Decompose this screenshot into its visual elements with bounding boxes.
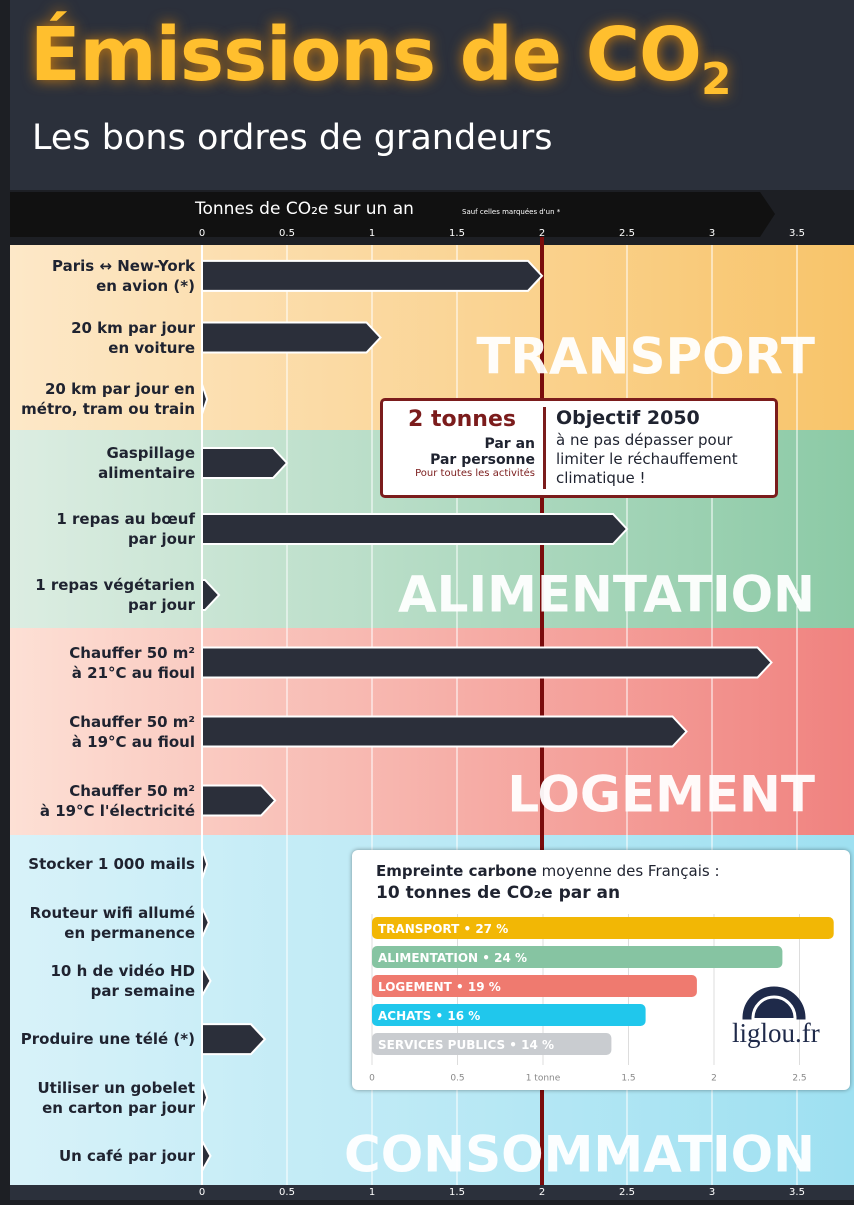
x-tick-label: 0 [369,1074,375,1084]
y-tick-label: 20 km par jour en voiture [5,318,195,358]
category-label: SERVICES PUBLICS [378,1038,505,1052]
callout-right: Objectif 2050 à ne pas dépasser pour lim… [543,407,782,489]
bar [202,648,772,678]
callout-value: 2 tonnes [389,407,535,432]
callout-title: Objectif 2050 [556,407,782,429]
bar-label: ACHATS • 16 % [378,1009,480,1023]
x-tick-label: 2 [539,1187,545,1198]
bar [202,323,381,353]
y-tick-label: Un café par jour [5,1146,195,1166]
category-label: ALIMENTATION [378,951,478,965]
callout-line: Par personne [389,452,535,468]
callout-left: 2 tonnes Par an Par personne Pour toutes… [389,407,535,479]
bar-label: TRANSPORT • 27 % [378,922,508,936]
bar-label: ALIMENTATION • 24 % [378,951,527,965]
infographic: Tonnes de CO₂e sur un an Sauf celles marq… [0,0,854,1205]
x-tick-label: 0.5 [450,1074,464,1084]
section-label: ALIMENTATION [398,566,815,624]
separator: • [431,1009,447,1023]
y-tick-label: 20 km par jour en métro, tram ou train [5,379,195,419]
x-tick-label: 3.5 [789,1187,805,1198]
title: Émissions de CO2 [30,12,731,105]
subtitle: Les bons ordres de grandeurs [32,118,553,158]
x-tick-label: 0.5 [279,228,295,239]
y-tick-label: Routeur wifi allumé en permanence [5,903,195,943]
y-tick-label: Chauffer 50 m² à 19°C l'électricité [5,781,195,821]
inset-chart: 0 0.5 1 tonne 1.5 2 2.5 TRANSPORT • 27 % ALIMEN… [352,850,850,1090]
callout: 2 tonnes Par an Par personne Pour toutes… [380,398,778,498]
bar [202,786,275,816]
x-tick-label: 2.5 [619,228,635,239]
bar-label: LOGEMENT • 19 % [378,980,501,994]
section-label: TRANSPORT [476,328,815,386]
x-tick-label: 3 [709,1187,715,1198]
value-label: 19 % [468,980,501,994]
y-tick-label: Chauffer 50 m² à 21°C au fioul [5,643,195,683]
title-subscript: 2 [701,54,731,105]
title-text: Émissions de CO [30,12,701,98]
bar [202,717,687,747]
separator: • [459,922,475,936]
y-tick-label: Utiliser un gobelet en carton par jour [5,1078,195,1118]
y-tick-label: 1 repas végétarien par jour [5,575,195,615]
logo: liglou.fr [732,1018,820,1049]
category-label: TRANSPORT [378,922,460,936]
category-label: ACHATS [378,1009,431,1023]
x-tick-label: 1.5 [449,1187,465,1198]
y-tick-label: Produire une télé (*) [5,1029,195,1049]
x-tick-label: 2.5 [792,1074,806,1084]
x-tick-label: 0 [199,1187,205,1198]
x-tick-label: 1.5 [621,1074,635,1084]
x-axis-note: Sauf celles marquées d'un * [462,208,561,216]
value-label: 16 % [447,1009,480,1023]
x-tick-label: 2.5 [619,1187,635,1198]
y-tick-label: 1 repas au bœuf par jour [5,509,195,549]
value-label: 14 % [521,1038,554,1052]
callout-note: Pour toutes les activités [389,468,535,479]
section-label: LOGEMENT [507,766,815,824]
x-tick-label: 1.5 [449,228,465,239]
bar [202,448,287,478]
bar [202,261,542,291]
separator: • [452,980,468,994]
y-tick-label: 10 h de vidéo HD par semaine [5,961,195,1001]
x-tick-label: 3 [709,228,715,239]
x-tick-label: 1 [369,228,375,239]
y-tick-label: Gaspillage alimentaire [5,443,195,483]
x-tick-label: 0.5 [279,1187,295,1198]
bar [202,514,627,544]
x-axis-label: Tonnes de CO₂e sur un an [194,199,414,219]
separator: • [478,951,494,965]
bar-label: SERVICES PUBLICS • 14 % [378,1038,554,1052]
category-label: LOGEMENT [378,980,453,994]
bottom-band [10,1185,854,1200]
callout-line: Par an [389,436,535,452]
x-tick-label: 2 [711,1074,717,1084]
callout-text: à ne pas dépasser pour limiter le réchau… [556,431,782,488]
logo-icon [744,988,804,1018]
y-tick-label: Stocker 1 000 mails [5,854,195,874]
x-tick-label: 1 [369,1187,375,1198]
value-label: 24 % [494,951,527,965]
y-tick-label: Chauffer 50 m² à 19°C au fioul [5,712,195,752]
inset: Empreinte carbone moyenne des Français :… [352,850,850,1090]
value-label: 27 % [475,922,508,936]
y-tick-label: Paris ↔ New-York en avion (*) [5,256,195,296]
section-label: CONSOMMATION [344,1126,815,1184]
bar [202,1024,265,1054]
x-tick-label: 0 [199,228,205,239]
separator: • [505,1038,521,1052]
x-tick-label: 1 tonne [526,1074,561,1084]
x-tick-label: 3.5 [789,228,805,239]
